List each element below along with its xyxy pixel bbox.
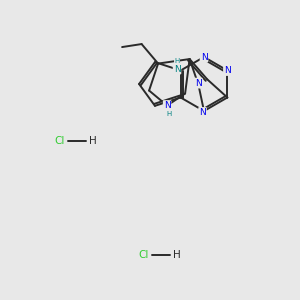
Text: H: H (172, 250, 180, 260)
Text: H: H (174, 58, 180, 64)
Text: N: N (195, 79, 202, 88)
Text: H: H (166, 111, 171, 117)
Text: N: N (164, 101, 170, 110)
Text: N: N (224, 66, 231, 75)
Text: Cl: Cl (139, 250, 149, 260)
Text: N: N (201, 52, 207, 62)
Text: N: N (174, 64, 180, 74)
Text: H: H (88, 136, 96, 146)
Text: Cl: Cl (55, 136, 65, 146)
Text: N: N (199, 108, 206, 117)
